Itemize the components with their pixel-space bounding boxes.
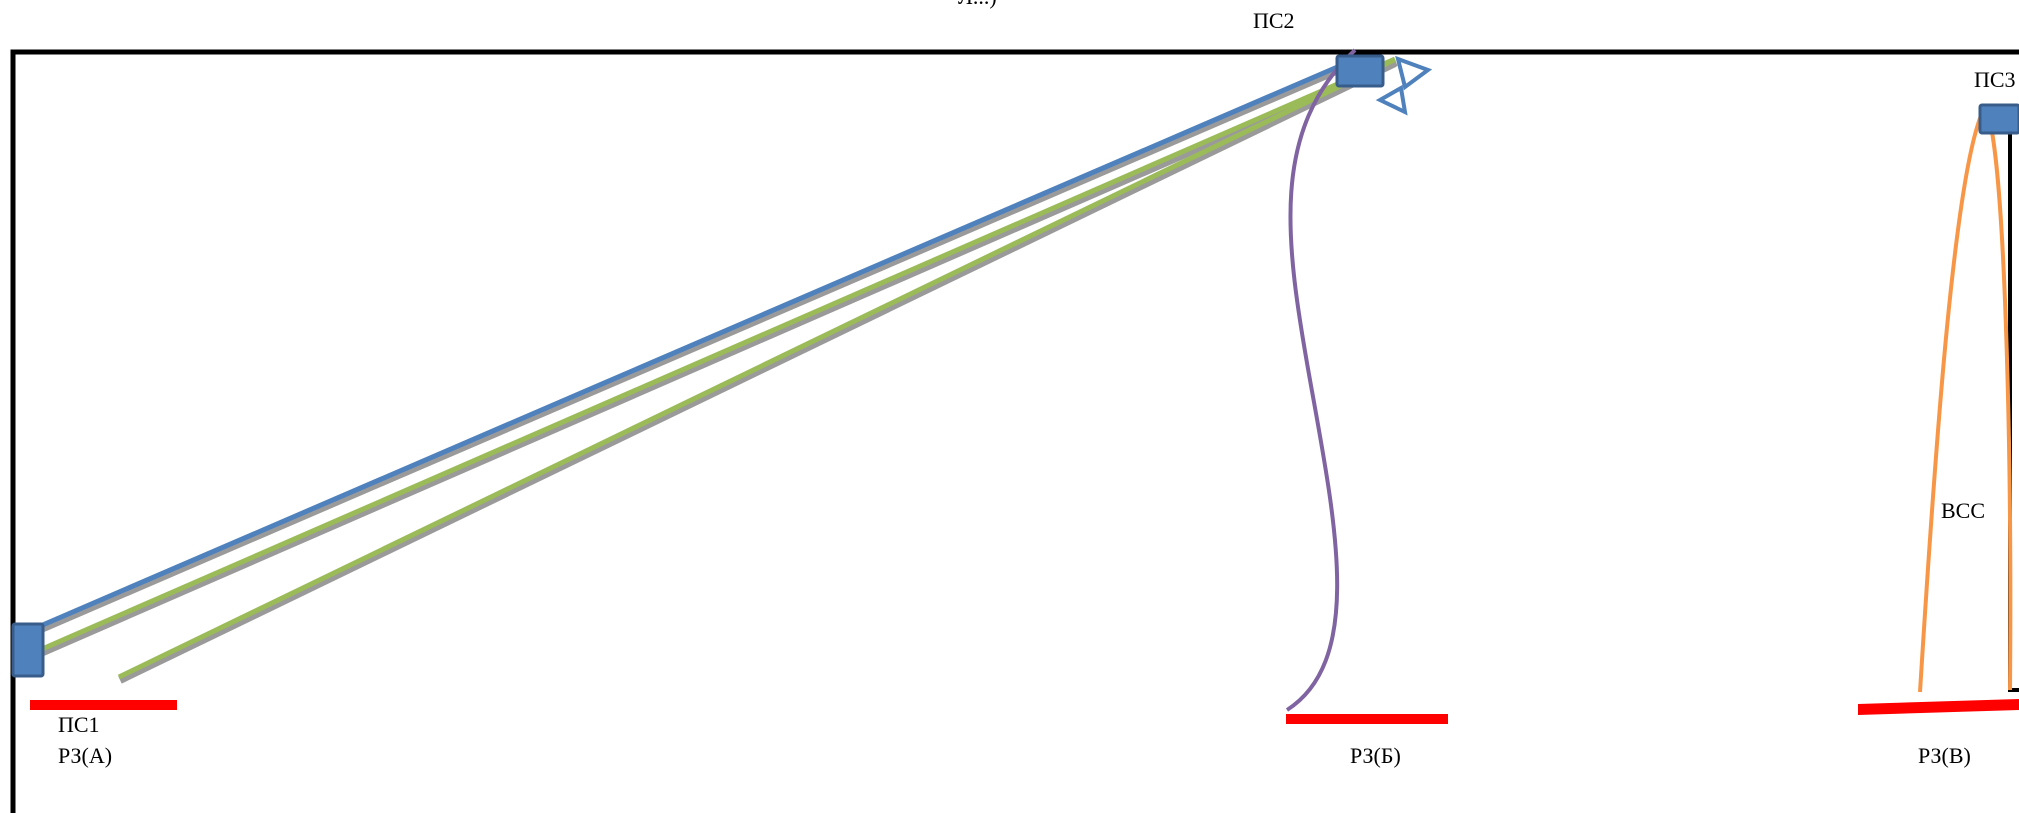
label-vss: ВСС — [1941, 498, 1986, 523]
zone-marker-rz-v — [1858, 699, 2019, 715]
zone-marker-rz-a — [30, 700, 177, 710]
vss-link-left — [1918, 106, 1987, 693]
station-ps3 — [1978, 103, 2019, 135]
label-rz-b: РЗ(Б) — [1350, 743, 1401, 768]
outer-frame — [10, 49, 2019, 813]
link-ps1-ps2-blue-shadow — [38, 58, 1360, 634]
label-rz-a: РЗ(А) — [58, 743, 113, 768]
antenna-icon — [1375, 84, 1408, 116]
cut-off-top-label: Л...) — [958, 0, 997, 8]
link-ps1-ps2-green — [32, 56, 1396, 656]
label-ps1: ПС1 — [58, 712, 100, 737]
link-rza-ps2-green — [117, 57, 1396, 680]
zone-marker-rz-b — [1286, 714, 1448, 724]
label-ps2: ПС2 — [1253, 8, 1295, 33]
link-ps1-ps2-blue — [37, 56, 1357, 630]
label-ps3: ПС3 — [1974, 67, 2016, 92]
station-ps1 — [11, 622, 45, 678]
link-ps1-ps2-green-shadow — [32, 58, 1398, 660]
link-rza-ps2-green-shadow — [118, 59, 1397, 684]
vss-link-right — [1983, 105, 2013, 691]
link-rzb-ps2-purple — [1285, 48, 1357, 712]
station-ps2 — [1335, 54, 1385, 88]
label-rz-v: РЗ(В) — [1918, 743, 1971, 768]
antenna-icon — [1395, 55, 1433, 91]
